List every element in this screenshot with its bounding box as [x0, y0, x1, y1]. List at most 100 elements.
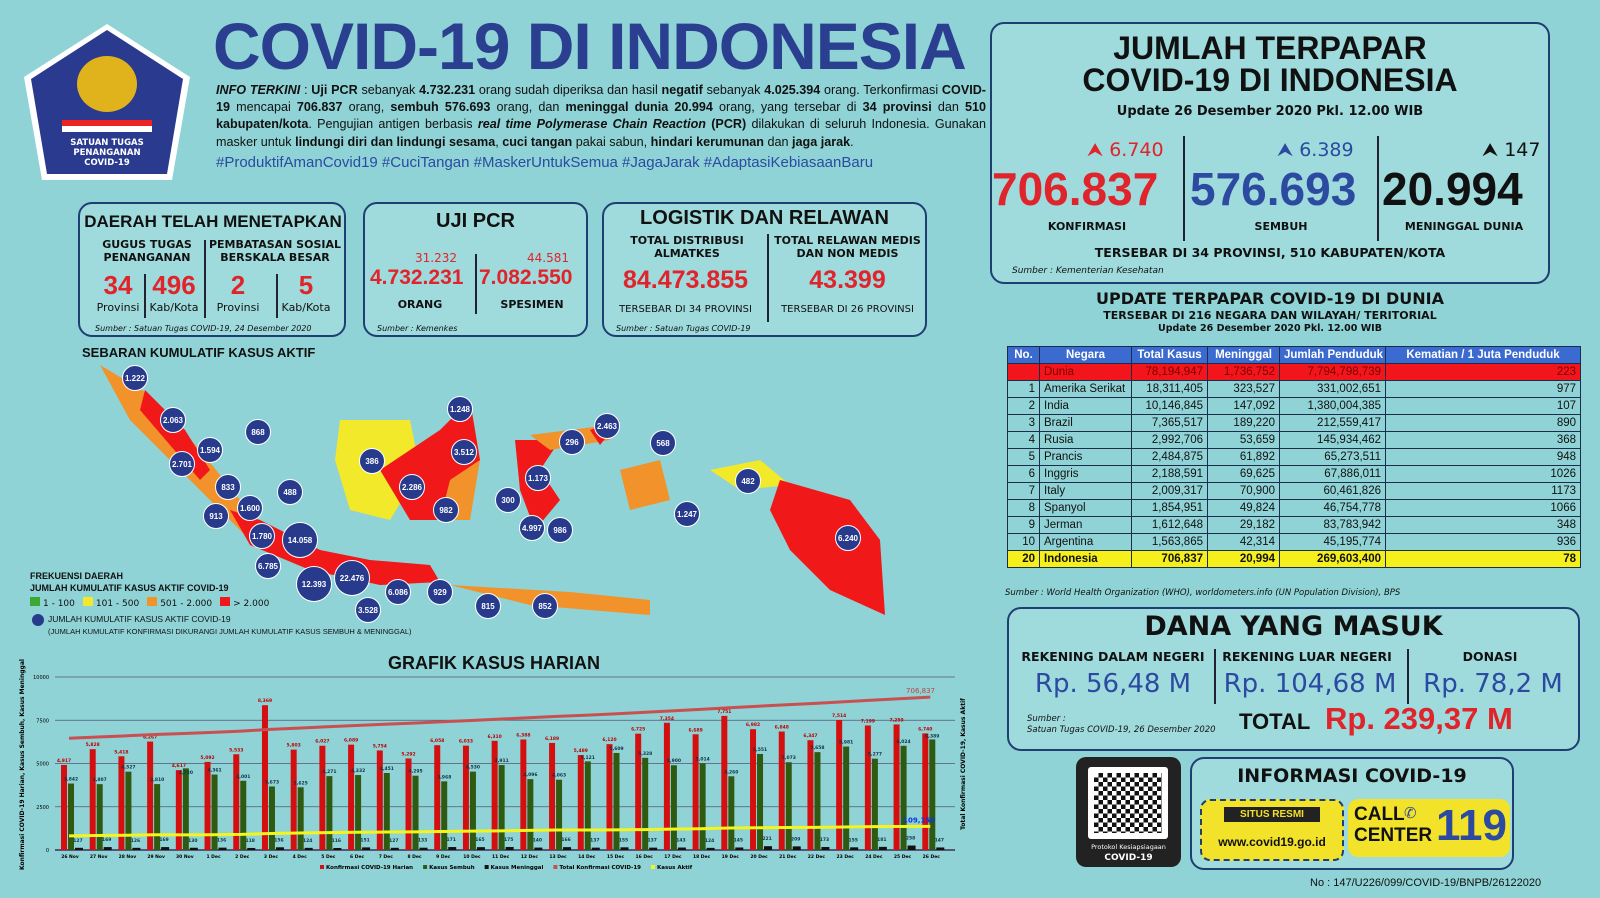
table-cell: 2 — [1007, 397, 1040, 415]
bar-value-label: 127 — [389, 838, 398, 844]
bar-value-label: 4,720 — [179, 770, 193, 776]
bar-value-label: 4,063 — [552, 773, 566, 779]
active-case-bubble[interactable]: 568 — [650, 430, 676, 456]
active-case-bubble[interactable]: 3.512 — [451, 439, 477, 465]
active-case-bubble[interactable]: 815 — [475, 593, 501, 619]
bar-value-label: 5,981 — [839, 740, 853, 746]
indonesia-source: Sumber : Kementerian Kesehatan — [1012, 266, 1164, 276]
active-case-bubble[interactable]: 6.240 — [835, 525, 861, 551]
confirmed-bar — [405, 758, 412, 850]
active-case-bubble[interactable]: 913 — [203, 503, 229, 529]
confirmed-bar — [491, 740, 498, 850]
table-cell: 8 — [1007, 499, 1040, 517]
call-center-button[interactable]: CALL ✆ CENTER 119 — [1348, 799, 1510, 857]
confirmed-bar — [233, 754, 240, 850]
recovered-bar — [182, 768, 189, 850]
active-case-bubble[interactable]: 14.058 — [282, 522, 318, 558]
info-segment: . Pengujian antigen berbasis — [308, 117, 478, 132]
confirmed-bar — [836, 720, 843, 850]
daerah-item: 2 Provinsi — [210, 270, 266, 314]
info-segment: negatif — [661, 83, 703, 97]
x-tick-label: 30 Nov — [176, 854, 194, 860]
active-case-bubble[interactable]: 1.247 — [674, 501, 700, 527]
x-tick-label: 14 Dec — [578, 854, 596, 860]
active-case-bubble[interactable]: 982 — [433, 497, 459, 523]
table-cell: 78,194,947 — [1131, 363, 1208, 381]
daerah-col2: PEMBATASAN SOSIAL BERSKALA BESAR — [208, 238, 341, 264]
bar-value-label: 4,096 — [523, 772, 537, 778]
page-title: COVID-19 DI INDONESIA — [213, 9, 967, 83]
indonesia-spread: TERSEBAR DI 34 PROVINSI, 510 KABUPATEN/K… — [1094, 245, 1446, 260]
active-case-bubble[interactable]: 386 — [359, 448, 385, 474]
situs-resmi-link[interactable]: SITUS RESMI www.covid19.go.id — [1200, 799, 1344, 861]
y-tick-label: 2500 — [36, 805, 49, 811]
x-tick-label: 18 Dec — [693, 854, 711, 860]
x-tick-label: 5 Dec — [321, 854, 335, 860]
active-case-bubble[interactable]: 1.248 — [447, 396, 473, 422]
active-case-bubble[interactable]: 868 — [245, 419, 271, 445]
active-case-bubble[interactable]: 296 — [559, 429, 585, 455]
active-case-bubble[interactable]: 4.997 — [519, 515, 545, 541]
active-case-bubble[interactable]: 3.528 — [355, 597, 381, 623]
active-case-bubble[interactable]: 833 — [215, 474, 241, 500]
meninggal-total: 20.994 — [1382, 163, 1523, 215]
logistik-title: LOGISTIK DAN RELAWAN — [640, 207, 889, 229]
y-tick-label: 7500 — [36, 718, 49, 724]
active-case-bubble[interactable]: 929 — [427, 579, 453, 605]
qr-code-card[interactable]: Protokol Kesiapsiagaan COVID-19 — [1076, 757, 1181, 867]
bar-value-label: 126 — [131, 838, 140, 844]
death-bar — [448, 847, 457, 850]
bar-value-label: 6,058 — [430, 738, 444, 744]
table-cell: 3 — [1007, 414, 1040, 432]
table-cell: 348 — [1385, 516, 1581, 534]
bar-value-label: 4,295 — [408, 769, 422, 775]
active-case-bubble[interactable]: 2.063 — [160, 407, 186, 433]
table-cell: 70,900 — [1207, 482, 1280, 500]
active-cases-line — [68, 824, 931, 838]
daerah-value: 2 — [230, 270, 246, 300]
active-case-bubble[interactable]: 2.463 — [594, 413, 620, 439]
info-segment: jaga jarak — [792, 134, 851, 149]
konfirmasi-increase-value: 6.740 — [1109, 139, 1164, 161]
konfirmasi-increase: ⮝ 6.740 — [1087, 139, 1164, 161]
active-case-bubble[interactable]: 986 — [547, 517, 573, 543]
document-number: No : 147/U226/099/COVID-19/BNPB/26122020 — [1310, 877, 1542, 889]
active-case-bubble[interactable]: 1.780 — [249, 523, 275, 549]
recovered-bar — [871, 758, 878, 850]
dana-luar-label: REKENING LUAR NEGERI — [1222, 649, 1392, 664]
active-case-bubble[interactable]: 6.086 — [385, 579, 411, 605]
recovered-bar — [383, 772, 390, 850]
recovered-bar — [441, 781, 448, 850]
x-tick-label: 15 Dec — [607, 854, 625, 860]
table-cell: 4 — [1007, 431, 1040, 449]
active-case-bubble[interactable]: 488 — [277, 479, 303, 505]
dana-source1: Sumber : — [1027, 714, 1066, 724]
table-cell: 212,559,417 — [1279, 414, 1386, 432]
active-case-bubble[interactable]: 1.594 — [197, 437, 223, 463]
situs-url[interactable]: www.covid19.go.id — [1218, 835, 1326, 849]
active-case-bubble[interactable]: 1.600 — [237, 495, 263, 521]
active-case-bubble[interactable]: 22.476 — [334, 560, 370, 596]
bar-value-label: 127 — [73, 838, 82, 844]
active-case-bubble[interactable]: 6.785 — [255, 553, 281, 579]
active-case-bubble[interactable]: 12.393 — [296, 566, 332, 602]
legend-label: Konfirmasi COVID-19 Harian — [326, 865, 413, 871]
confirmed-bar — [721, 715, 728, 850]
active-case-bubble[interactable]: 1.222 — [122, 365, 148, 391]
bar-value-label: 5,292 — [401, 751, 415, 757]
x-tick-label: 24 Dec — [865, 854, 883, 860]
active-case-bubble[interactable]: 1.173 — [525, 465, 551, 491]
logistik-s1: TERSEBAR DI 34 PROVINSI — [619, 304, 752, 315]
legend-label: Kasus Aktif — [657, 865, 693, 871]
bar-value-label: 4,530 — [466, 765, 480, 771]
active-case-bubble[interactable]: 300 — [495, 487, 521, 513]
active-case-bubble[interactable]: 2.701 — [169, 451, 195, 477]
active-case-bubble[interactable]: 2.286 — [399, 474, 425, 500]
active-case-bubble[interactable]: 852 — [532, 593, 558, 619]
x-tick-label: 23 Dec — [837, 854, 855, 860]
indonesia-title2: COVID-19 DI INDONESIA — [1082, 62, 1458, 98]
bar-value-label: 6,089 — [344, 738, 358, 744]
info-segment: sembuh 576.693 — [390, 100, 491, 115]
active-case-bubble[interactable]: 482 — [735, 468, 761, 494]
bar-value-label: 6,310 — [488, 734, 502, 740]
